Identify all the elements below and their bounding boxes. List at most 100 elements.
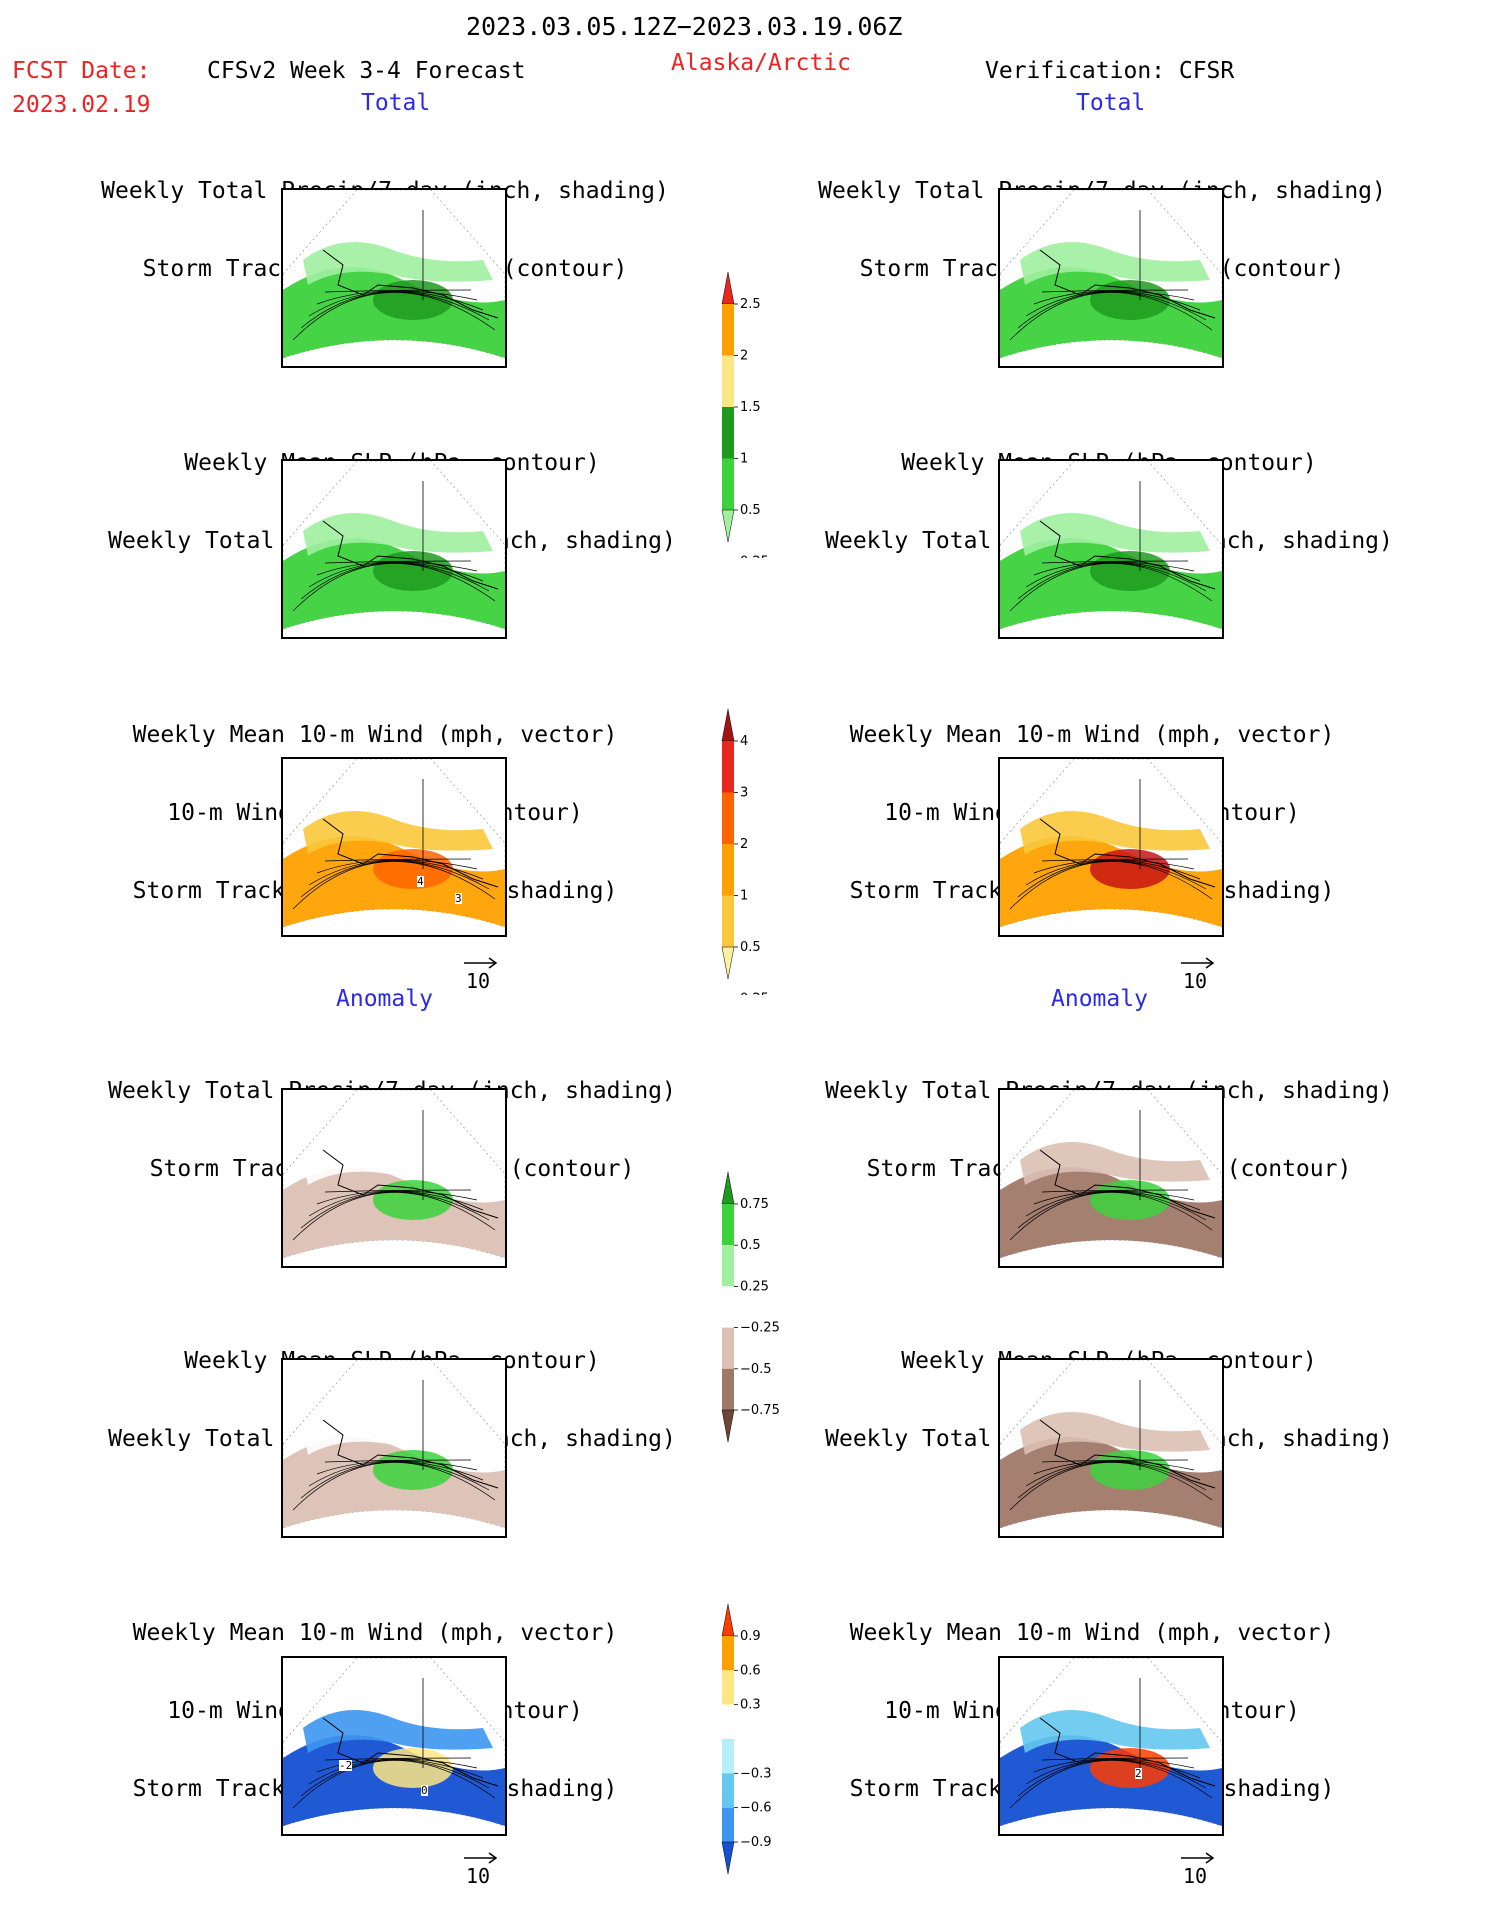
verification-label: Verification: CFSR bbox=[985, 58, 1235, 84]
colorbar-tick-label: 2 bbox=[740, 349, 748, 364]
fcst-date-value: 2023.02.19 bbox=[12, 92, 151, 118]
arrow-icon bbox=[1181, 1852, 1215, 1864]
forecast-model-title: CFSv2 Week 3-4 Forecast bbox=[207, 58, 526, 84]
colorbar-precip-total: 2.5 2 1.5 1 0.5 0.25 bbox=[721, 271, 769, 559]
colorbar-tick-label: 0.6 bbox=[740, 1663, 761, 1678]
region-label: Alaska/Arctic bbox=[671, 50, 852, 76]
map-graphic bbox=[1000, 1360, 1222, 1529]
vector-reference-arrow: 10 bbox=[462, 1850, 512, 1890]
colorbar-tick-label: 0.3 bbox=[740, 1698, 761, 1713]
map-graphic bbox=[1000, 1658, 1222, 1827]
colorbar-bottom-triangle bbox=[721, 1841, 735, 1875]
colorbar-storm-anomaly: 0.9 0.6 0.3 −0.3 −0.6 −0.9 bbox=[721, 1603, 772, 1875]
colorbar-tick-label: −0.6 bbox=[740, 1801, 772, 1816]
colorbar-top-triangle bbox=[721, 1603, 735, 1637]
map-anom-wind-storm-forecast bbox=[281, 1656, 507, 1836]
colorbar-swatch bbox=[722, 1807, 734, 1842]
vector-reference-label: 10 bbox=[1183, 969, 1208, 993]
colorbar-swatch bbox=[722, 895, 734, 947]
colorbar-tick-label: −0.25 bbox=[740, 1321, 780, 1336]
colorbar-tick-label: −0.5 bbox=[740, 1362, 772, 1377]
map-total-wind-storm-forecast bbox=[281, 757, 507, 937]
colorbar-swatch bbox=[722, 407, 734, 459]
map-total-precip-storm-forecast bbox=[281, 188, 507, 368]
arrow-icon bbox=[1181, 957, 1215, 969]
map-graphic bbox=[283, 1090, 505, 1259]
map-contour-label: 4 bbox=[417, 875, 424, 888]
colorbar-tick-label: −0.3 bbox=[740, 1766, 772, 1781]
date-range-title: 2023.03.05.12Z−2023.03.19.06Z bbox=[466, 12, 903, 41]
colorbar-swatch bbox=[722, 1636, 734, 1671]
colorbar-tick-label: 2 bbox=[740, 837, 748, 852]
colorbar-tick-label: 3 bbox=[740, 786, 748, 801]
colorbar-swatch bbox=[722, 792, 734, 844]
map-contour-label: 2 bbox=[1135, 1767, 1142, 1780]
colorbar-swatch bbox=[722, 1245, 734, 1287]
map-graphic bbox=[283, 1360, 505, 1529]
map-contour-label: 0 bbox=[421, 1784, 428, 1797]
colorbar-swatch bbox=[722, 1286, 734, 1328]
title-line: Weekly Mean 10-m Wind (mph, vector) bbox=[132, 1620, 618, 1646]
colorbar-swatch bbox=[722, 1327, 734, 1369]
section-total-right: Total bbox=[1076, 90, 1146, 116]
map-graphic bbox=[283, 461, 505, 630]
map-graphic bbox=[283, 1658, 505, 1827]
colorbar-tick-label: 0.5 bbox=[740, 503, 761, 518]
colorbar-swatch bbox=[722, 1204, 734, 1246]
title-line: Weekly Mean 10-m Wind (mph, vector) bbox=[849, 1620, 1335, 1646]
map-anom-wind-storm-verification bbox=[998, 1656, 1224, 1836]
map-graphic bbox=[283, 190, 505, 359]
section-anomaly-right: Anomaly bbox=[1051, 986, 1148, 1012]
colorbar-swatch bbox=[722, 1368, 734, 1410]
title-line: Weekly Mean 10-m Wind (mph, vector) bbox=[132, 722, 618, 748]
map-contour-label: -2 bbox=[339, 1759, 353, 1772]
colorbar-top-triangle bbox=[721, 1171, 735, 1205]
vector-reference-label: 10 bbox=[1183, 1864, 1208, 1888]
arrow-icon bbox=[464, 1852, 498, 1864]
colorbar-tick-label: 0.25 bbox=[740, 1279, 769, 1294]
colorbar-swatch bbox=[722, 1670, 734, 1705]
colorbar-swatch bbox=[722, 741, 734, 793]
colorbar-top-triangle bbox=[721, 708, 735, 742]
vector-reference-label: 10 bbox=[466, 969, 491, 993]
colorbar-bottom-triangle bbox=[721, 946, 735, 980]
colorbar-top-triangle bbox=[721, 271, 735, 305]
colorbar-tick-label: 1 bbox=[740, 889, 748, 904]
colorbar-tick-label: −0.9 bbox=[740, 1835, 772, 1850]
colorbar-tick-label: 0.5 bbox=[740, 1238, 761, 1253]
colorbar-tick-label: 1.5 bbox=[740, 400, 761, 415]
map-total-slp-precip-verification bbox=[998, 459, 1224, 639]
colorbar-tick-label: 0.25 bbox=[740, 992, 769, 996]
map-total-wind-storm-verification bbox=[998, 757, 1224, 937]
section-total-left: Total bbox=[361, 90, 431, 116]
colorbar-tick-label: −0.75 bbox=[740, 1403, 780, 1418]
map-graphic bbox=[1000, 190, 1222, 359]
colorbar-tick-label: 0.25 bbox=[740, 555, 769, 559]
vector-reference-arrow: 10 bbox=[1179, 1850, 1229, 1890]
colorbar-precip-anomaly: 0.75 0.5 0.25 −0.25 −0.5 −0.75 bbox=[721, 1171, 780, 1443]
colorbar-tick-label: 0.9 bbox=[740, 1629, 761, 1644]
colorbar-swatch bbox=[722, 355, 734, 407]
map-contour-label: 3 bbox=[455, 892, 462, 905]
title-line: Weekly Mean 10-m Wind (mph, vector) bbox=[849, 722, 1335, 748]
colorbar-swatch bbox=[722, 1739, 734, 1774]
vector-reference-arrow: 10 bbox=[462, 955, 512, 995]
colorbar-swatch bbox=[722, 458, 734, 510]
colorbar-tick-label: 2.5 bbox=[740, 297, 761, 312]
colorbar-swatch bbox=[722, 1773, 734, 1808]
map-graphic bbox=[1000, 461, 1222, 630]
colorbar-tick-label: 0.75 bbox=[740, 1197, 769, 1212]
colorbar-tick-label: 4 bbox=[740, 734, 748, 749]
vector-reference-label: 10 bbox=[466, 1864, 491, 1888]
map-anom-slp-precip-forecast bbox=[281, 1358, 507, 1538]
colorbar-bottom-triangle bbox=[721, 509, 735, 543]
map-total-slp-precip-forecast bbox=[281, 459, 507, 639]
arrow-icon bbox=[464, 957, 498, 969]
colorbar-tick-label: 1 bbox=[740, 452, 748, 467]
colorbar-storm-total: 4 3 2 1 0.5 0.25 bbox=[721, 708, 769, 996]
map-anom-slp-precip-verification bbox=[998, 1358, 1224, 1538]
map-graphic bbox=[1000, 759, 1222, 928]
colorbar-bottom-triangle bbox=[721, 1409, 735, 1443]
map-anom-precip-storm-forecast bbox=[281, 1088, 507, 1268]
map-graphic bbox=[283, 759, 505, 928]
